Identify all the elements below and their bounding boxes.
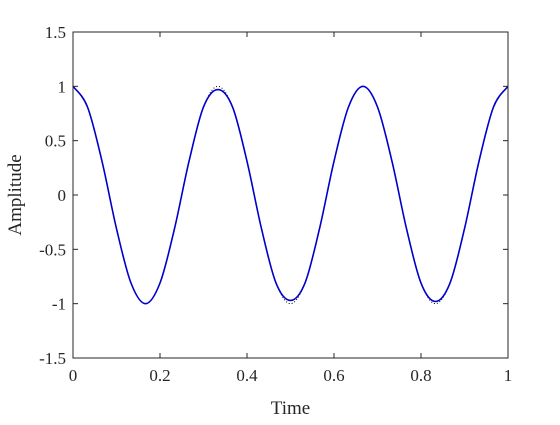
x-tick-label: 0	[69, 366, 78, 385]
series-line-blue	[72, 85, 509, 305]
x-tick-label: 0.2	[149, 366, 170, 385]
series-line-dotted	[72, 85, 509, 305]
x-axis-title: Time	[271, 398, 310, 419]
y-tick-label: 1.5	[45, 23, 66, 42]
y-tick-label: 1	[58, 77, 67, 96]
x-tick-label: 0.8	[410, 366, 431, 385]
axes-box	[72, 31, 509, 359]
y-tick-label: -1	[52, 295, 66, 314]
x-tick-label: 0.6	[323, 366, 344, 385]
y-tick-label: -1.5	[39, 349, 66, 368]
ticks-layer: 0 0.2 0.4 0.6 0.8 1 -1.5 -1 -0.5 0 0.5 1 1.5	[39, 23, 512, 385]
x-tick-label: 1	[504, 366, 513, 385]
x-tick-label: 0.4	[236, 366, 258, 385]
y-axis-title: Amplitude	[5, 154, 26, 235]
y-tick-label: -0.5	[39, 240, 66, 259]
y-tick-label: 0.5	[45, 132, 66, 151]
series-layer	[72, 85, 509, 305]
y-tick-label: 0	[58, 186, 67, 205]
